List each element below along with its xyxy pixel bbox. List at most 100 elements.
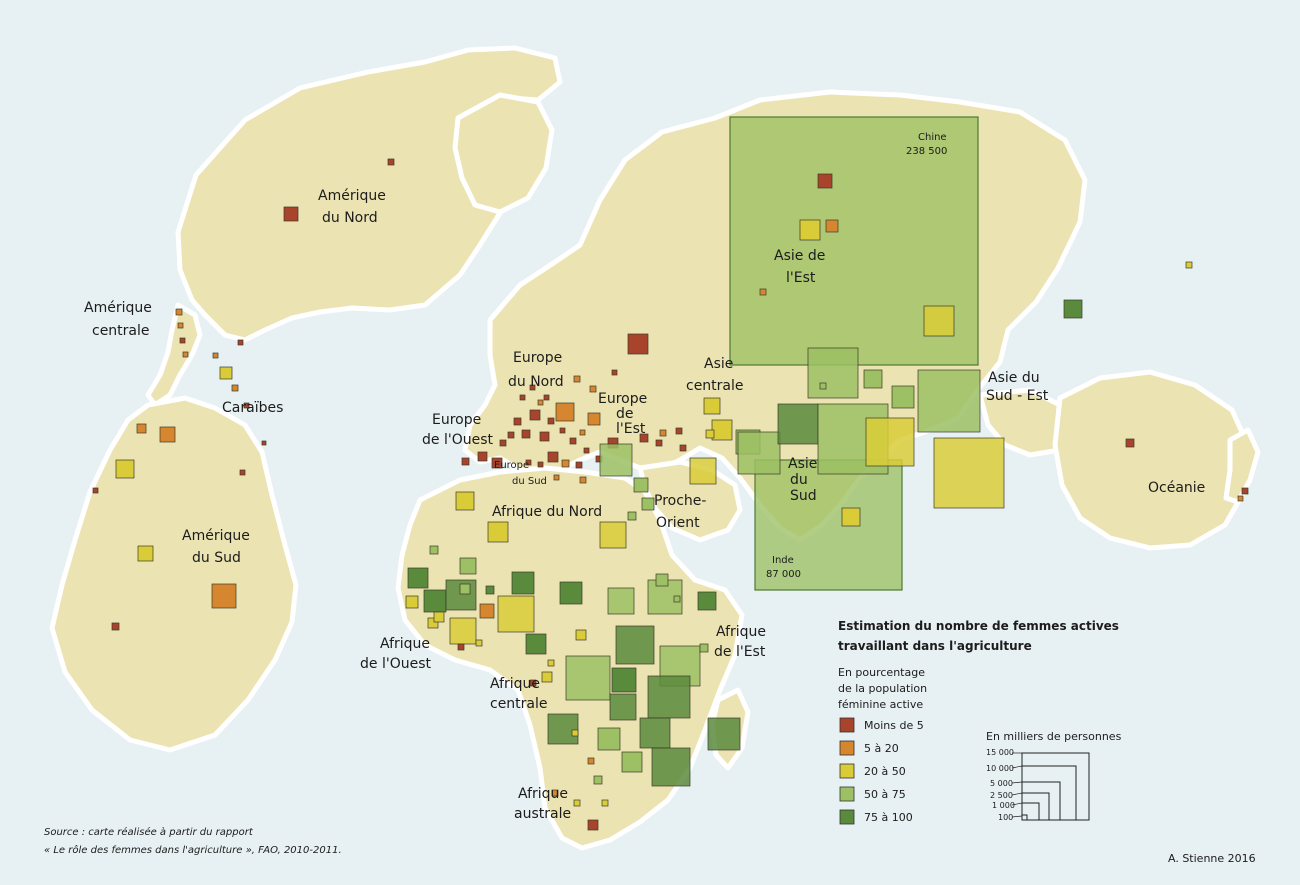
country-square [449, 617, 477, 645]
country-square [261, 440, 267, 446]
country-square [559, 581, 583, 605]
country-square [923, 305, 955, 337]
label-europe-du-sud-2: du Sud [512, 476, 547, 487]
label-amerique-du-sud-2: du Sud [192, 550, 241, 566]
source-line1: Source : carte réalisée à partir du rapp… [44, 826, 254, 838]
country-square [427, 617, 439, 629]
country-square [817, 173, 833, 189]
country-square [491, 457, 503, 469]
country-square [137, 545, 154, 562]
legend-class-label-4: 50 à 75 [864, 788, 906, 801]
country-square [587, 412, 601, 426]
country-square [599, 443, 633, 477]
country-square [507, 431, 515, 439]
china-value: 238 500 [906, 146, 947, 157]
country-square [777, 403, 819, 445]
country-square [675, 427, 683, 435]
india-square [754, 459, 903, 591]
country-square [1185, 261, 1193, 269]
label-amerique-du-nord-1: Amérique [318, 188, 386, 204]
country-square [243, 402, 250, 409]
country-square [179, 337, 186, 344]
size-label-5000: 5 000 [990, 779, 1013, 788]
country-square [521, 429, 531, 439]
label-proche-orient-1: Proche- [654, 493, 706, 509]
country-square [611, 369, 618, 376]
legend-swatch-1 [839, 717, 855, 733]
country-square [559, 427, 566, 434]
size-leader-5000 [1011, 781, 1023, 784]
country-square [679, 444, 687, 452]
country-square [699, 643, 709, 653]
country-square [1237, 495, 1244, 502]
legend-size-labels: 15 000 10 000 5 000 2 500 1 000 100 [986, 748, 1015, 822]
label-afrique-de-l-est-1: Afrique [716, 624, 766, 640]
country-square [547, 659, 555, 667]
country-square [601, 799, 609, 807]
country-square [499, 439, 507, 447]
country-square [477, 451, 488, 462]
country-square [479, 603, 495, 619]
legend-percent-line3: féminine active [838, 698, 923, 711]
country-square [841, 507, 861, 527]
country-square [673, 595, 681, 603]
country-square [553, 474, 560, 481]
india-value: 87 000 [766, 569, 801, 580]
country-square [621, 751, 643, 773]
country-square [759, 288, 767, 296]
country-square [555, 402, 575, 422]
country-square [547, 713, 579, 745]
legend: Estimation du nombre de femmes actives t… [838, 619, 1122, 825]
country-square [537, 461, 544, 468]
label-afrique-de-l-est-2: de l'Est [714, 644, 766, 660]
country-square [865, 417, 915, 467]
country-square [863, 369, 883, 389]
country-square [573, 799, 581, 807]
label-europe-de-l-est-2: de [616, 406, 634, 422]
country-square [711, 419, 733, 441]
country-square [651, 747, 691, 787]
legend-title-line1: Estimation du nombre de femmes actives [838, 619, 1119, 633]
country-square [589, 385, 597, 393]
country-square [231, 384, 239, 392]
label-europe-de-l-ouest-1: Europe [432, 412, 481, 428]
country-square [575, 461, 583, 469]
label-europe-du-nord-2: du Nord [508, 374, 564, 390]
size-leader-1000 [1011, 802, 1023, 806]
legend-swatch-4 [839, 786, 855, 802]
country-square [511, 571, 535, 595]
country-square [707, 717, 741, 751]
country-squares [92, 158, 1249, 831]
country-square [573, 375, 581, 383]
legend-class-label-5: 75 à 100 [864, 811, 913, 824]
size-label-100: 100 [998, 813, 1013, 822]
size-label-2500: 2 500 [990, 791, 1013, 800]
label-asie-centrale-1: Asie [704, 356, 733, 372]
label-afrique-centrale-1: Afrique [490, 676, 540, 692]
legend-swatch-3 [839, 763, 855, 779]
country-square [519, 394, 526, 401]
label-afrique-du-nord: Afrique du Nord [492, 504, 602, 520]
country-square [485, 585, 495, 595]
country-square [561, 459, 570, 468]
country-square [587, 757, 595, 765]
country-square [703, 397, 721, 415]
country-square [599, 521, 627, 549]
country-square [111, 622, 120, 631]
signature: A. Stienne 2016 [1168, 852, 1256, 865]
country-square [115, 459, 135, 479]
country-square [615, 625, 655, 665]
label-afrique-australe-2: australe [514, 806, 571, 822]
country-square [891, 385, 915, 409]
country-square [537, 399, 544, 406]
country-square [587, 819, 599, 831]
country-square [611, 667, 637, 693]
country-square [407, 567, 429, 589]
country-square [487, 521, 509, 543]
country-square [575, 629, 587, 641]
country-square [539, 431, 550, 442]
country-square [655, 439, 663, 447]
label-europe-de-l-ouest-2: de l'Ouest [422, 432, 493, 448]
country-square [92, 487, 99, 494]
